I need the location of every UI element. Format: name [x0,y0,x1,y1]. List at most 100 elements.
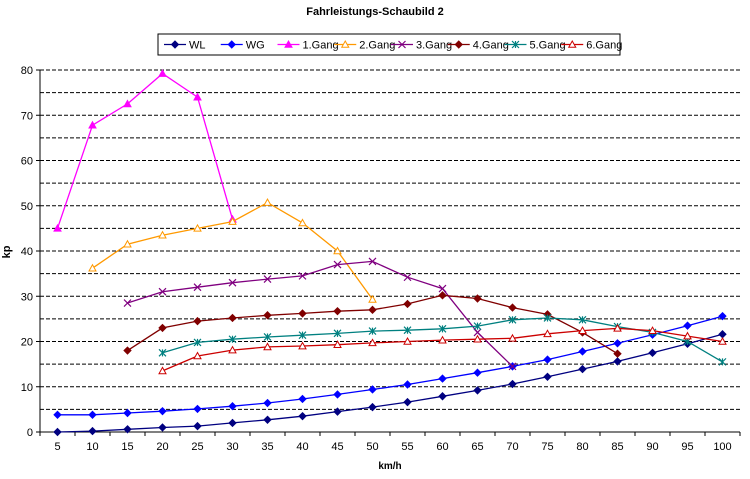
data-point [88,426,97,436]
legend-item: WL [164,40,206,52]
data-point [403,397,412,407]
data-point [193,421,202,431]
data-point [53,410,62,420]
x-tick-label: 35 [261,441,273,453]
data-point [473,386,482,395]
data-point [613,357,622,366]
data-point [298,411,307,421]
data-point [158,69,167,77]
data-point [228,278,237,287]
y-tick-label: 70 [21,110,33,122]
data-point [263,275,272,283]
data-point [438,284,447,293]
data-point [368,305,377,315]
data-point [578,315,587,324]
series-1-gang [53,69,237,232]
y-tick-label: 80 [21,65,33,77]
data-point [298,394,307,404]
x-tick-label: 85 [611,441,623,453]
x-tick-label: 100 [713,441,731,453]
data-point [333,329,342,338]
data-point [298,341,307,350]
legend-marker [511,40,520,49]
series-line [57,333,723,433]
series-wl [53,330,727,437]
data-point [298,331,307,340]
y-tick-label: 20 [21,337,33,349]
legend-marker [567,39,577,48]
data-point [123,408,132,418]
data-point [368,338,377,347]
legend-marker [340,39,350,48]
data-point [333,306,342,316]
data-point [123,346,132,355]
data-point [263,198,272,206]
data-point [508,379,517,389]
data-point [718,330,727,339]
data-point [438,324,447,333]
y-tick-label: 0 [27,427,33,439]
data-point [263,415,272,424]
legend-item: 2.Gang [334,40,395,52]
data-point [298,309,307,318]
data-point [508,333,517,342]
x-tick-label: 30 [226,441,238,453]
data-point [368,294,377,303]
data-point [438,392,447,401]
y-tick-label: 40 [21,246,33,258]
data-point [438,374,447,383]
data-point [158,423,167,432]
y-tick-label: 30 [21,291,33,303]
data-point [158,230,167,239]
data-point [508,303,517,312]
data-point [123,239,132,248]
data-point [473,334,482,343]
series-4-gang [123,291,622,358]
data-point [158,406,167,416]
legend-marker [227,40,236,49]
data-point [333,340,342,348]
data-point [473,328,482,337]
data-point [158,366,167,375]
y-tick-label: 50 [21,201,33,213]
data-point [543,355,552,364]
data-point [228,402,237,411]
data-point [228,335,237,344]
data-point [473,368,482,377]
data-point [613,349,622,358]
data-point [473,322,482,331]
x-tick-label: 10 [86,441,98,453]
data-point [88,120,97,129]
data-point [193,92,202,101]
data-point [263,342,272,351]
axes: 0 10 20 30 40 50 60 70 80 5 10 15 20 25 30 35 40 45 50 55 60… [21,65,741,453]
data-point [123,99,132,108]
data-point [333,390,342,399]
data-point [298,218,307,227]
x-tick-label: 70 [506,441,518,453]
legend-label: 2.Gang [359,40,395,52]
series-line [127,260,513,367]
data-point [263,333,272,341]
legend-label: 6.Gang [586,40,622,52]
data-point [613,339,622,348]
x-tick-label: 60 [436,441,448,453]
x-tick-label: 95 [681,441,693,453]
data-point [368,327,377,336]
data-point [333,407,342,416]
data-point [193,283,202,292]
legend-item: 6.Gang [561,40,622,52]
data-point [613,323,622,332]
x-tick-label: 45 [331,441,343,453]
x-axis-label: km/h [378,461,401,472]
x-tick-label: 40 [296,441,308,453]
data-point [403,326,412,335]
legend-label: WL [189,40,206,52]
x-tick-label: 55 [401,441,413,453]
data-point [88,263,97,272]
data-point [263,311,272,320]
data-point [438,291,447,300]
data-point [578,347,587,356]
